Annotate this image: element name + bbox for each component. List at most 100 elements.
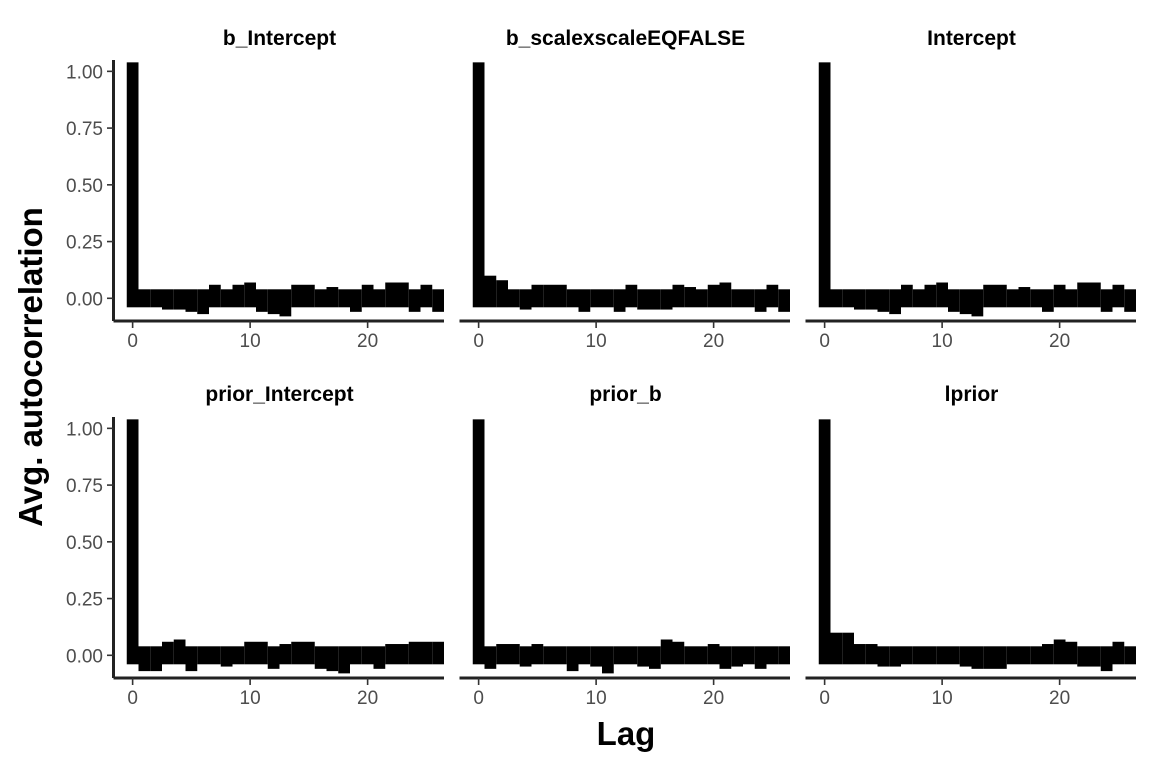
acf-bar [173, 639, 186, 665]
x-tick-label: 20 [357, 688, 378, 709]
x-tick-label: 0 [473, 688, 484, 709]
acf-bar [1112, 641, 1125, 665]
x-tick-label: 20 [703, 688, 724, 709]
acf-bar [1018, 646, 1031, 665]
x-tick-label: 20 [357, 331, 378, 352]
y-tick-label: 0.25 [66, 233, 103, 254]
acf-bar [555, 284, 567, 308]
acf-bar [1053, 639, 1066, 665]
acf-bar [220, 289, 233, 308]
y-tick-label: 0.00 [66, 289, 103, 310]
acf-bar [185, 289, 198, 312]
acf-bar [303, 641, 315, 665]
acf-bar [531, 644, 544, 665]
acf-bar [1053, 284, 1066, 308]
x-axis-title: Lag [597, 715, 656, 752]
x-tick-label: 0 [819, 688, 830, 709]
y-tick-label: 0.75 [66, 476, 103, 497]
acf-bar [842, 289, 854, 308]
acf-bar [508, 289, 520, 308]
y-tick-label: 0.75 [66, 119, 103, 140]
acf-bar [350, 289, 362, 312]
facet-title: prior_b [589, 383, 661, 406]
acf-bar [625, 284, 638, 308]
acf-bar [731, 646, 743, 667]
acf-bar [338, 289, 350, 308]
acf-bar [385, 644, 397, 665]
acf-bar [496, 280, 508, 308]
x-tick-label: 20 [1049, 688, 1070, 709]
acf-bar [818, 419, 831, 665]
acf-bar [936, 282, 948, 308]
acf-bar [602, 646, 614, 674]
acf-bar [150, 646, 162, 672]
facet-panel: Intercept 0 10 20 [805, 27, 1136, 352]
acf-bar [959, 646, 972, 667]
y-tick-label: 0.50 [66, 533, 103, 554]
acf-bar [971, 289, 984, 317]
facet-title: b_scalexscaleEQFALSE [506, 27, 745, 50]
acf-bar [854, 289, 866, 310]
acf-bar [924, 646, 937, 665]
acf-bar [649, 289, 661, 310]
acf-bar [613, 646, 626, 665]
acf-bar [484, 646, 497, 669]
acf-bar [578, 646, 591, 665]
acf-bar [1018, 287, 1031, 308]
acf-bar [830, 289, 843, 308]
acf-bar [385, 282, 397, 308]
acf-bar [578, 289, 591, 312]
acf-bar [432, 641, 444, 665]
acf-bar [408, 641, 421, 665]
y-tick-label: 1.00 [66, 62, 103, 83]
x-tick-label: 20 [1049, 331, 1070, 352]
acf-bar [256, 289, 268, 312]
facet-title: prior_Intercept [205, 383, 353, 406]
acf-bar [256, 641, 268, 665]
acf-bar [162, 289, 174, 310]
acf-bar [731, 289, 743, 308]
facet-panel: lprior 0 10 20 [805, 383, 1136, 709]
acf-bar [590, 646, 602, 667]
facet-title: b_Intercept [223, 27, 336, 50]
acf-bar [472, 419, 485, 665]
facet-panel: b_Intercept 0 10 20 0.00 0.25 0.50 0.75 1.00 [66, 27, 444, 352]
acf-bar [408, 289, 421, 312]
acf-bar [959, 289, 972, 315]
acf-bar [865, 289, 878, 310]
acf-bar [279, 289, 292, 317]
acf-bar [350, 646, 362, 665]
acf-bar [209, 646, 221, 665]
acf-bar [743, 289, 755, 308]
acf-bar [1042, 644, 1054, 665]
acf-bar [1089, 282, 1101, 308]
acf-bar [660, 289, 673, 310]
facet-title: Intercept [927, 27, 1016, 50]
acf-bar [696, 289, 708, 308]
acf-bar [1030, 289, 1042, 308]
acf-bar [209, 284, 221, 308]
acf-bar [766, 284, 779, 308]
acf-bar [519, 646, 532, 667]
x-tick-label: 10 [932, 688, 953, 709]
x-tick-label: 0 [127, 688, 138, 709]
acf-bar [684, 646, 696, 665]
acf-bar [743, 646, 755, 665]
acf-bar [232, 284, 245, 308]
acf-bar [719, 646, 732, 669]
acf-bar [637, 646, 649, 667]
acf-bar [373, 289, 386, 308]
acf-bar [1112, 284, 1125, 308]
acf-bar [519, 289, 532, 310]
acf-bar [303, 284, 315, 308]
acf-bar [185, 646, 198, 672]
acf-bar [754, 289, 767, 312]
x-tick-label: 0 [127, 331, 138, 352]
acf-bar [173, 289, 186, 310]
facet-panel: b_scalexscaleEQFALSE 0 10 20 [459, 27, 790, 352]
acf-bar [877, 289, 890, 312]
acf-bar [830, 632, 843, 665]
acf-bar [754, 646, 767, 669]
acf-bar [854, 644, 866, 665]
y-tick-label: 0.50 [66, 176, 103, 197]
